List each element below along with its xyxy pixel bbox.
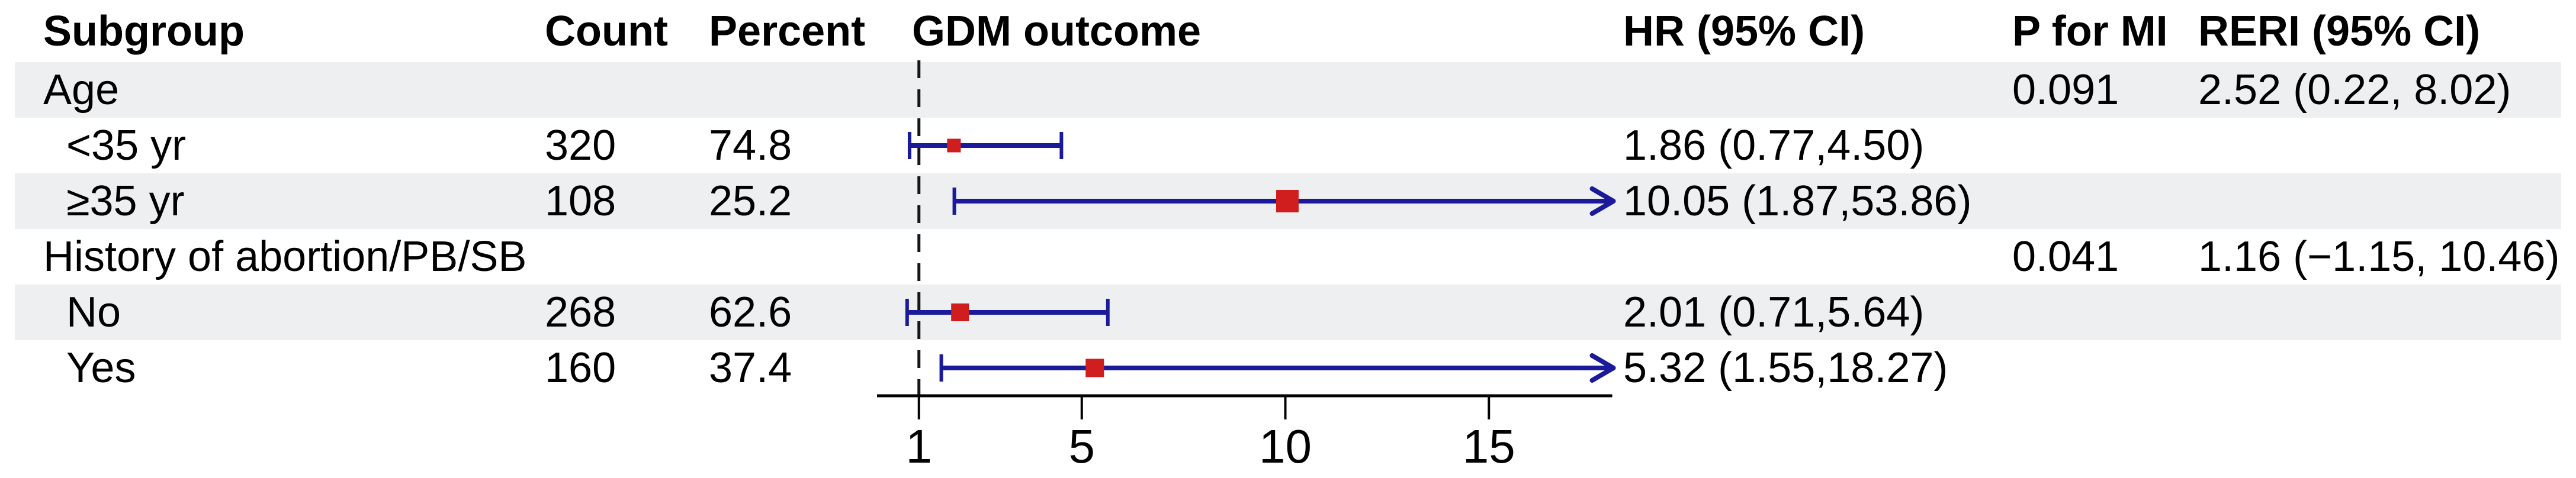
reri-ci-value: 1.16 (−1.15, 10.46) — [2198, 233, 2560, 280]
hr-ci-value: 10.05 (1.87,53.86) — [1623, 177, 1972, 225]
column-header-hr-ci: HR (95% CI) — [1623, 7, 1865, 55]
x-tick-label: 15 — [1463, 420, 1515, 473]
percent-value: 25.2 — [709, 177, 792, 225]
x-tick-label: 5 — [1069, 420, 1096, 473]
x-tick-label: 10 — [1259, 420, 1312, 473]
subgroup-label: Yes — [66, 344, 136, 392]
column-header-subgroup: Subgroup — [43, 7, 245, 55]
row-age-lt35: <35 yr 320 74.8 1.86 (0.77,4.50) — [0, 118, 2576, 173]
row-history-yes: Yes 160 37.4 5.32 (1.55,18.27) — [0, 340, 2576, 396]
count-value: 268 — [545, 289, 616, 336]
p-for-mi-value: 0.091 — [2012, 66, 2119, 114]
row-age-ge35: ≥35 yr 108 25.2 10.05 (1.87,53.86) — [0, 173, 2576, 229]
row-history-abortion: History of abortion/PB/SB 0.041 1.16 (−1… — [0, 229, 2576, 285]
reri-ci-value: 2.52 (0.22, 8.02) — [2198, 66, 2511, 114]
percent-value: 74.8 — [709, 122, 792, 169]
p-for-mi-value: 0.041 — [2012, 233, 2119, 280]
column-header-count: Count — [545, 7, 668, 55]
hr-ci-value: 1.86 (0.77,4.50) — [1623, 122, 1925, 169]
x-tick-label: 1 — [906, 420, 933, 473]
subgroup-label: <35 yr — [66, 122, 187, 169]
column-header-gdm-outcome: GDM outcome — [912, 7, 1202, 55]
percent-value: 62.6 — [709, 289, 792, 336]
hr-ci-value: 5.32 (1.55,18.27) — [1623, 344, 1948, 392]
row-stripe — [15, 285, 2561, 340]
subgroup-label: No — [66, 289, 121, 336]
subgroup-label: Age — [43, 66, 120, 114]
column-header-p-for-mi: P for MI — [2012, 7, 2168, 55]
row-history-no: No 268 62.6 2.01 (0.71,5.64) — [0, 285, 2576, 340]
count-value: 108 — [545, 177, 616, 225]
header-row: Subgroup Count Percent GDM outcome HR (9… — [0, 0, 2576, 62]
subgroup-label: ≥35 yr — [66, 177, 185, 225]
count-value: 320 — [545, 122, 616, 169]
percent-value: 37.4 — [709, 344, 792, 392]
hr-ci-value: 2.01 (0.71,5.64) — [1623, 289, 1925, 336]
column-header-percent: Percent — [709, 7, 866, 55]
row-age: Age 0.091 2.52 (0.22, 8.02) — [0, 62, 2576, 118]
column-header-reri-ci: RERI (95% CI) — [2198, 7, 2481, 55]
subgroup-label: History of abortion/PB/SB — [43, 233, 527, 280]
count-value: 160 — [545, 344, 616, 392]
row-stripe — [15, 62, 2561, 118]
